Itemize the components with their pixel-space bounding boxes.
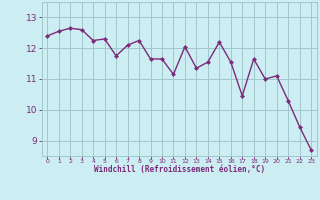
X-axis label: Windchill (Refroidissement éolien,°C): Windchill (Refroidissement éolien,°C)	[94, 165, 265, 174]
